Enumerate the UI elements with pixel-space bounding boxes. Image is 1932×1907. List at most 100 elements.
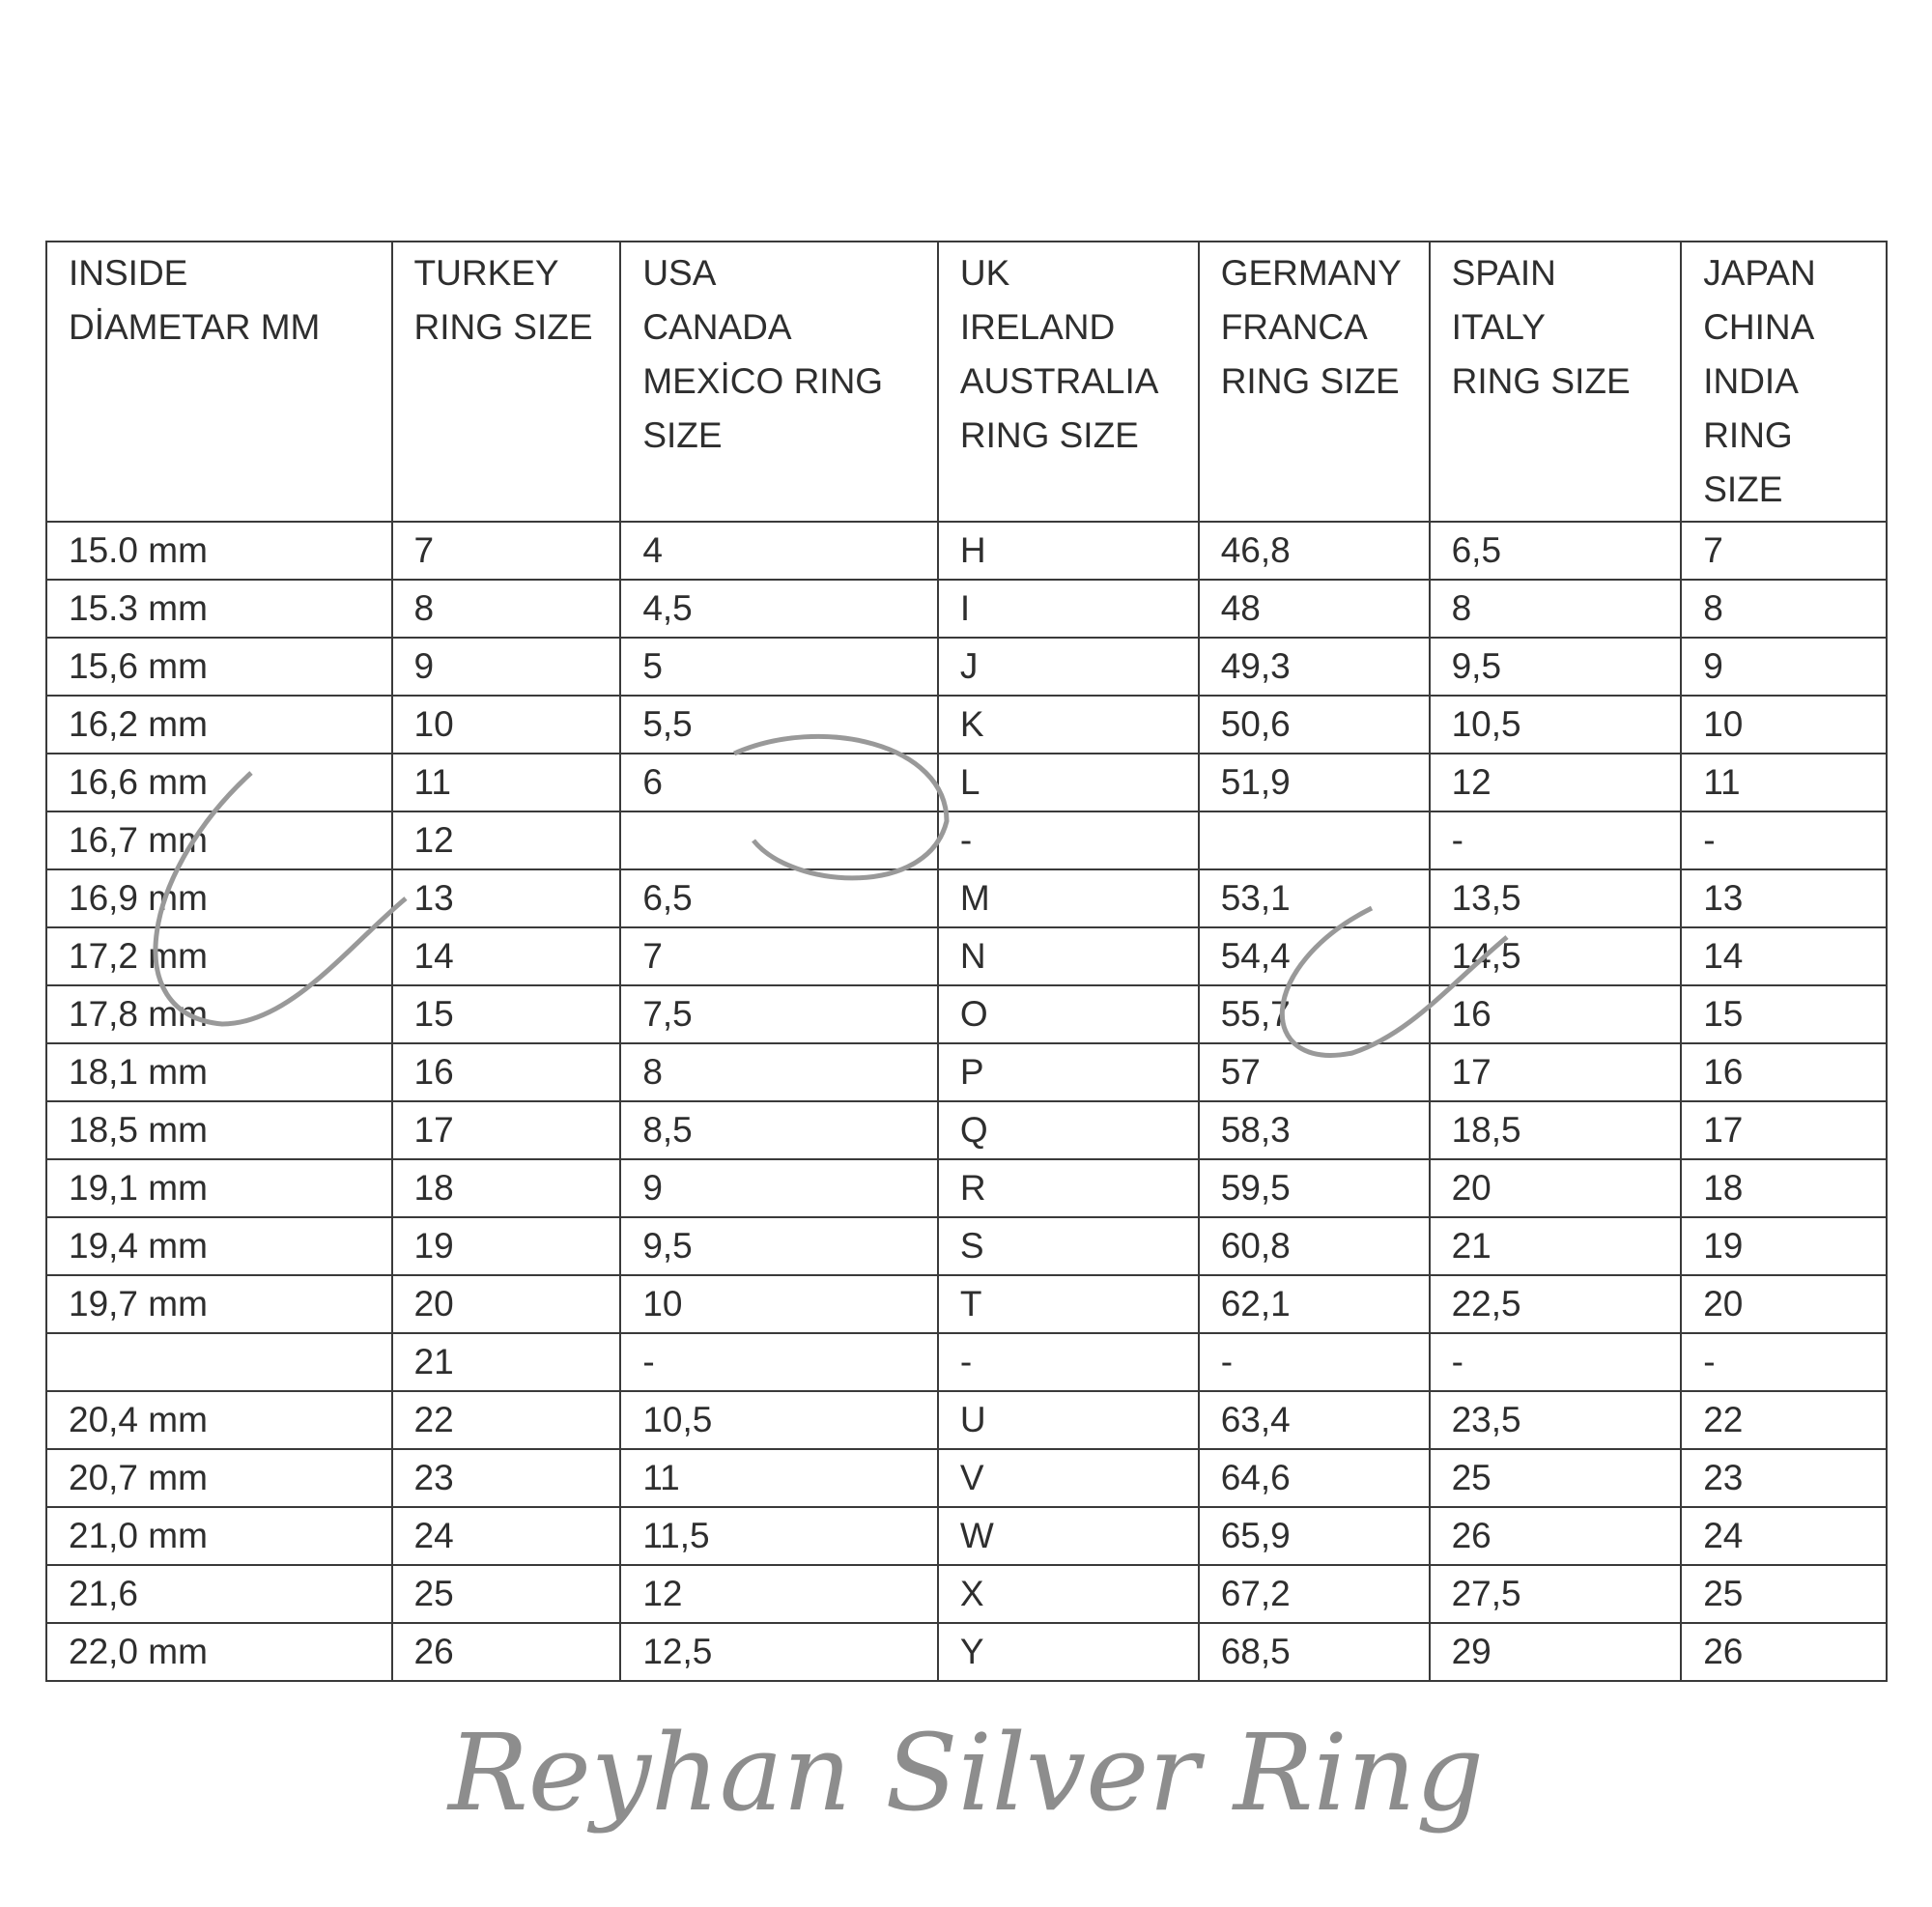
table-cell: 62,1 xyxy=(1197,1274,1431,1334)
table-cell: 7,5 xyxy=(619,984,939,1044)
table-cell: 22,0 mm xyxy=(45,1622,393,1682)
table-cell: 25 xyxy=(1428,1448,1683,1508)
table-cell: - xyxy=(936,1332,1200,1392)
table-row: 18,5 mm 17 8,5 Q 58,3 18,5 17 xyxy=(45,1100,1888,1160)
table-cell: - xyxy=(936,811,1200,870)
table-cell: 12 xyxy=(619,1564,939,1624)
table-cell: 9 xyxy=(619,1158,939,1218)
table-cell: 16 xyxy=(1680,1042,1888,1102)
table-cell: 17 xyxy=(390,1100,622,1160)
table-cell: 20,4 mm xyxy=(45,1390,393,1450)
table-cell: 9 xyxy=(390,637,622,697)
table-cell: 65,9 xyxy=(1197,1506,1431,1566)
table-cell: 5,5 xyxy=(619,695,939,754)
table-cell: 15,6 mm xyxy=(45,637,393,697)
table-cell: 50,6 xyxy=(1197,695,1431,754)
table-cell: 22 xyxy=(1680,1390,1888,1450)
table-cell: 8 xyxy=(619,1042,939,1102)
table-cell: 8 xyxy=(1428,579,1683,639)
table-row: 16,6 mm 11 6 L 51,9 12 11 xyxy=(45,753,1888,812)
table-cell: 19 xyxy=(1680,1216,1888,1276)
table-row: 15,6 mm 9 5 J 49,3 9,5 9 xyxy=(45,637,1888,697)
table-cell: U xyxy=(936,1390,1200,1450)
table-cell: J xyxy=(936,637,1200,697)
table-cell: 8 xyxy=(390,579,622,639)
table-row: 17,2 mm 14 7 N 54,4 14,5 14 xyxy=(45,926,1888,986)
table-row: 16,2 mm 10 5,5 K 50,6 10,5 10 xyxy=(45,695,1888,754)
table-row: 15.0 mm 7 4 H 46,8 6,5 7 xyxy=(45,521,1888,581)
table-cell: 13 xyxy=(1680,868,1888,928)
table-cell: O xyxy=(936,984,1200,1044)
table-cell: - xyxy=(1428,1332,1683,1392)
table-cell: 7 xyxy=(390,521,622,581)
watermark-text: Reyhan Silver Ring xyxy=(447,1711,1485,1835)
table-cell: 12 xyxy=(390,811,622,870)
table-cell: 11,5 xyxy=(619,1506,939,1566)
table-cell: 17 xyxy=(1680,1100,1888,1160)
column-header: INSIDE DİAMETAR MM xyxy=(45,241,393,523)
table-cell: 49,3 xyxy=(1197,637,1431,697)
table-cell: 17,2 mm xyxy=(45,926,393,986)
table-cell: 55,7 xyxy=(1197,984,1431,1044)
table-row: 17,8 mm 15 7,5 O 55,7 16 15 xyxy=(45,984,1888,1044)
table-cell: 16,7 mm xyxy=(45,811,393,870)
table-cell: 7 xyxy=(619,926,939,986)
table-cell: 18,5 xyxy=(1428,1100,1683,1160)
table-cell: T xyxy=(936,1274,1200,1334)
table-cell: 58,3 xyxy=(1197,1100,1431,1160)
table-cell: 16,2 mm xyxy=(45,695,393,754)
table-cell: Y xyxy=(936,1622,1200,1682)
table-row: 21,6 25 12 X 67,2 27,5 25 xyxy=(45,1564,1888,1624)
table-cell: 9 xyxy=(1680,637,1888,697)
table-cell: 4 xyxy=(619,521,939,581)
table-cell: 60,8 xyxy=(1197,1216,1431,1276)
table-cell: 21 xyxy=(1428,1216,1683,1276)
table-cell: 51,9 xyxy=(1197,753,1431,812)
table-cell: - xyxy=(1197,1332,1431,1392)
column-header: GERMANY FRANCA RING SIZE xyxy=(1197,241,1431,523)
table-cell: 4,5 xyxy=(619,579,939,639)
column-header: TURKEY RING SIZE xyxy=(390,241,622,523)
column-header: USA CANADA MEXİCO RING SIZE xyxy=(619,241,939,523)
table-cell: 19,4 mm xyxy=(45,1216,393,1276)
table-cell: 7 xyxy=(1680,521,1888,581)
table-cell: 57 xyxy=(1197,1042,1431,1102)
column-header: UK IRELAND AUSTRALIA RING SIZE xyxy=(936,241,1200,523)
table-cell: 22 xyxy=(390,1390,622,1450)
table-cell: 46,8 xyxy=(1197,521,1431,581)
table-cell: 19 xyxy=(390,1216,622,1276)
table-cell: 26 xyxy=(1680,1622,1888,1682)
table-cell: 21,0 mm xyxy=(45,1506,393,1566)
table-cell: 24 xyxy=(390,1506,622,1566)
table-row: 22,0 mm 26 12,5 Y 68,5 29 26 xyxy=(45,1622,1888,1682)
table-cell: 26 xyxy=(1428,1506,1683,1566)
table-cell: P xyxy=(936,1042,1200,1102)
table-row: 19,4 mm 19 9,5 S 60,8 21 19 xyxy=(45,1216,1888,1276)
table-cell: 20 xyxy=(1428,1158,1683,1218)
table-cell: 16,9 mm xyxy=(45,868,393,928)
table-cell: - xyxy=(619,1332,939,1392)
table-cell: 15.0 mm xyxy=(45,521,393,581)
table-cell: 8,5 xyxy=(619,1100,939,1160)
table-cell: 10 xyxy=(619,1274,939,1334)
table-cell: 29 xyxy=(1428,1622,1683,1682)
table-cell: V xyxy=(936,1448,1200,1508)
table-row: 20,7 mm 23 11 V 64,6 25 23 xyxy=(45,1448,1888,1508)
table-cell: 8 xyxy=(1680,579,1888,639)
table-row: 16,7 mm 12- - - xyxy=(45,811,1888,870)
table-cell: 19,1 mm xyxy=(45,1158,393,1218)
table-cell: 14 xyxy=(390,926,622,986)
table-cell: 11 xyxy=(619,1448,939,1508)
table-cell: N xyxy=(936,926,1200,986)
column-header: JAPAN CHINA INDIA RING SIZE xyxy=(1680,241,1888,523)
table-cell: 5 xyxy=(619,637,939,697)
table-cell: 11 xyxy=(1680,753,1888,812)
table-cell: K xyxy=(936,695,1200,754)
table-cell xyxy=(619,811,939,870)
column-header: SPAIN ITALY RING SIZE xyxy=(1428,241,1683,523)
table-cell: S xyxy=(936,1216,1200,1276)
table-cell: L xyxy=(936,753,1200,812)
table-cell: 15.3 mm xyxy=(45,579,393,639)
table-cell: 6,5 xyxy=(619,868,939,928)
table-cell: 18 xyxy=(390,1158,622,1218)
